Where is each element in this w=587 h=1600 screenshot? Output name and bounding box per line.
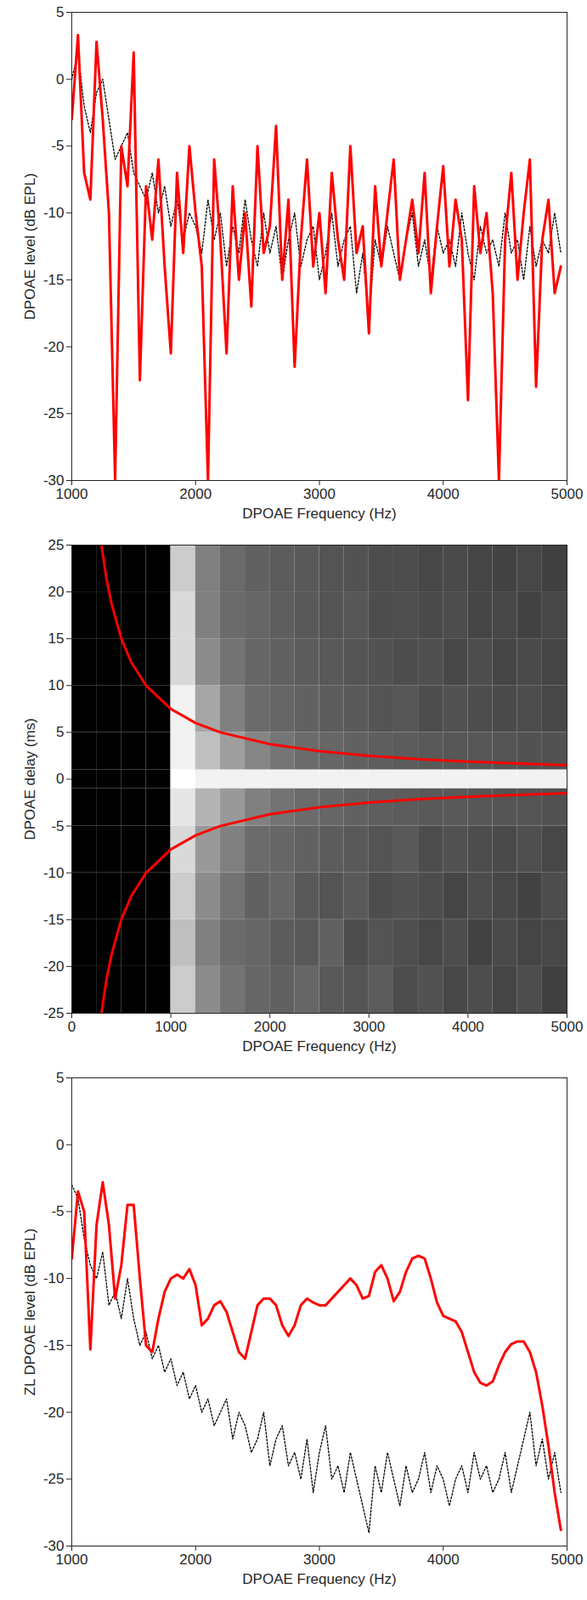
svg-text:-15: -15 — [43, 1337, 65, 1354]
svg-text:5000: 5000 — [551, 1551, 584, 1568]
svg-text:20: 20 — [48, 583, 65, 600]
svg-text:3000: 3000 — [303, 485, 336, 503]
svg-text:ZL DPOAE level (dB EPL): ZL DPOAE level (dB EPL) — [22, 1228, 39, 1396]
svg-text:-20: -20 — [43, 1404, 65, 1421]
svg-text:-5: -5 — [50, 818, 64, 835]
svg-text:-10: -10 — [43, 864, 65, 881]
svg-text:5: 5 — [56, 1069, 64, 1086]
svg-text:-25: -25 — [43, 1470, 65, 1487]
svg-text:-10: -10 — [43, 1269, 65, 1287]
svg-text:-15: -15 — [43, 271, 65, 288]
svg-text:10: 10 — [48, 677, 65, 694]
svg-text:0: 0 — [56, 71, 64, 88]
svg-text:2000: 2000 — [179, 485, 212, 503]
svg-text:5: 5 — [56, 723, 64, 740]
svg-text:3000: 3000 — [303, 1551, 336, 1568]
svg-text:1000: 1000 — [56, 485, 89, 503]
svg-text:1000: 1000 — [154, 1018, 187, 1035]
svg-text:25: 25 — [48, 536, 65, 554]
svg-text:-30: -30 — [43, 472, 65, 489]
svg-text:0: 0 — [56, 1136, 64, 1153]
svg-text:5000: 5000 — [551, 485, 584, 503]
svg-text:-25: -25 — [43, 405, 65, 422]
svg-text:5: 5 — [56, 4, 64, 21]
svg-text:-15: -15 — [43, 911, 65, 928]
svg-text:4000: 4000 — [427, 485, 460, 503]
svg-text:-10: -10 — [43, 204, 65, 221]
svg-text:4000: 4000 — [427, 1551, 460, 1568]
svg-text:-20: -20 — [43, 338, 65, 356]
svg-text:DPOAE Frequency (Hz): DPOAE Frequency (Hz) — [242, 1570, 396, 1587]
svg-text:-5: -5 — [50, 137, 64, 154]
svg-text:DPOAE Frequency (Hz): DPOAE Frequency (Hz) — [242, 1038, 396, 1055]
svg-text:-25: -25 — [43, 1004, 65, 1022]
svg-text:3000: 3000 — [352, 1018, 385, 1035]
svg-text:DPOAE Frequency (Hz): DPOAE Frequency (Hz) — [242, 505, 396, 522]
svg-text:DPOAE level (dB EPL): DPOAE level (dB EPL) — [22, 173, 39, 321]
svg-text:15: 15 — [48, 630, 65, 647]
svg-text:-5: -5 — [50, 1202, 64, 1220]
svg-text:2000: 2000 — [179, 1551, 212, 1568]
svg-text:-30: -30 — [43, 1537, 65, 1554]
svg-text:1000: 1000 — [56, 1551, 89, 1568]
svg-text:0: 0 — [67, 1018, 76, 1035]
svg-text:-20: -20 — [43, 958, 65, 975]
svg-text:5000: 5000 — [551, 1018, 584, 1035]
svg-text:DPOAE delay (ms): DPOAE delay (ms) — [22, 717, 39, 841]
svg-text:4000: 4000 — [451, 1018, 485, 1035]
svg-text:2000: 2000 — [253, 1018, 287, 1035]
svg-text:0: 0 — [56, 770, 64, 787]
